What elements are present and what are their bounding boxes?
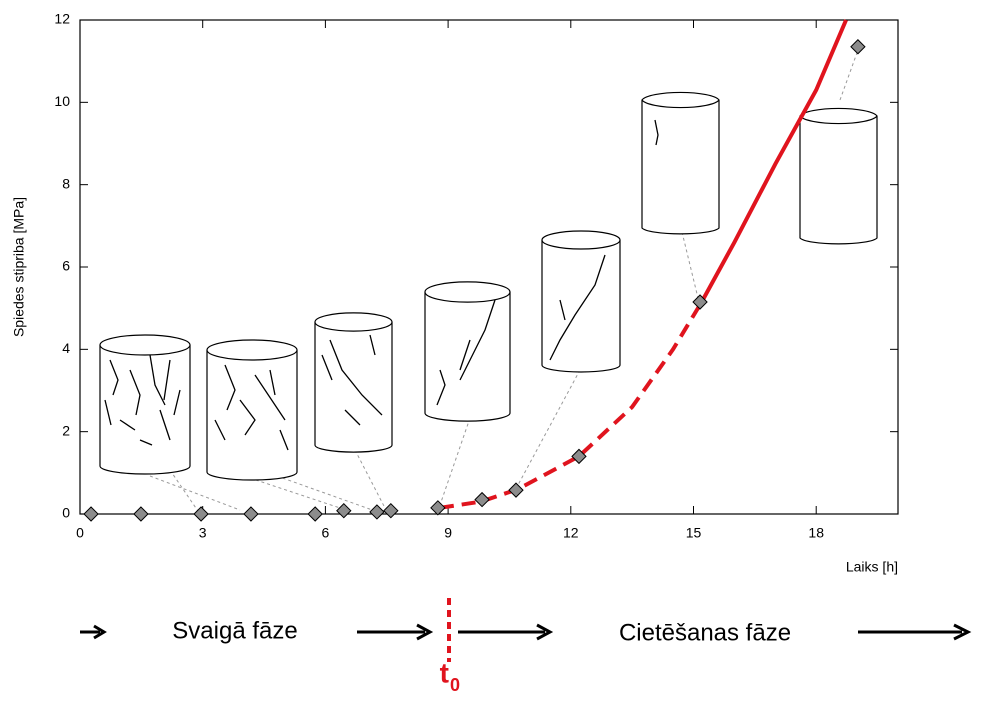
- x-tick-label: 18: [808, 525, 824, 541]
- y-axis-label: Spiedes stipriba [MPa]: [11, 197, 27, 337]
- data-point: [509, 483, 523, 497]
- x-tick-label: 15: [686, 525, 702, 541]
- y-tick-label: 6: [62, 258, 70, 274]
- x-tick-label: 0: [76, 525, 84, 541]
- data-point: [475, 493, 489, 507]
- x-tick-label: 3: [199, 525, 207, 541]
- y-tick-label: 2: [62, 422, 70, 438]
- y-tick-label: 0: [62, 505, 70, 521]
- x-tick-label: 6: [322, 525, 330, 541]
- data-point: [244, 507, 258, 521]
- x-tick-label: 12: [563, 525, 579, 541]
- y-tick-label: 10: [54, 93, 70, 109]
- illustrations: [100, 50, 877, 514]
- data-point: [851, 40, 865, 54]
- data-point: [84, 507, 98, 521]
- y-tick-label: 12: [54, 11, 70, 27]
- data-point: [431, 501, 445, 515]
- x-tick-label: 9: [444, 525, 452, 541]
- x-axis-label: Laiks [h]: [846, 559, 898, 575]
- t0-label: t: [440, 657, 449, 688]
- chart: Spiedes stipriba [MPa] Laiks [h] Svaigā …: [0, 0, 981, 696]
- t0-subscript: 0: [450, 675, 460, 695]
- phase-label: Cietēšanas fāze: [619, 619, 791, 646]
- y-tick-label: 4: [62, 340, 70, 356]
- phase-label: Svaigā fāze: [172, 617, 297, 644]
- data-point: [308, 507, 322, 521]
- data-point: [384, 504, 398, 518]
- plot-frame: [80, 20, 898, 514]
- data-point: [370, 505, 384, 519]
- data-point: [134, 507, 148, 521]
- y-tick-label: 8: [62, 175, 70, 191]
- page: Spiedes stipriba [MPa] Laiks [h] Svaigā …: [0, 0, 981, 701]
- data-point: [194, 507, 208, 521]
- data-point: [337, 504, 351, 518]
